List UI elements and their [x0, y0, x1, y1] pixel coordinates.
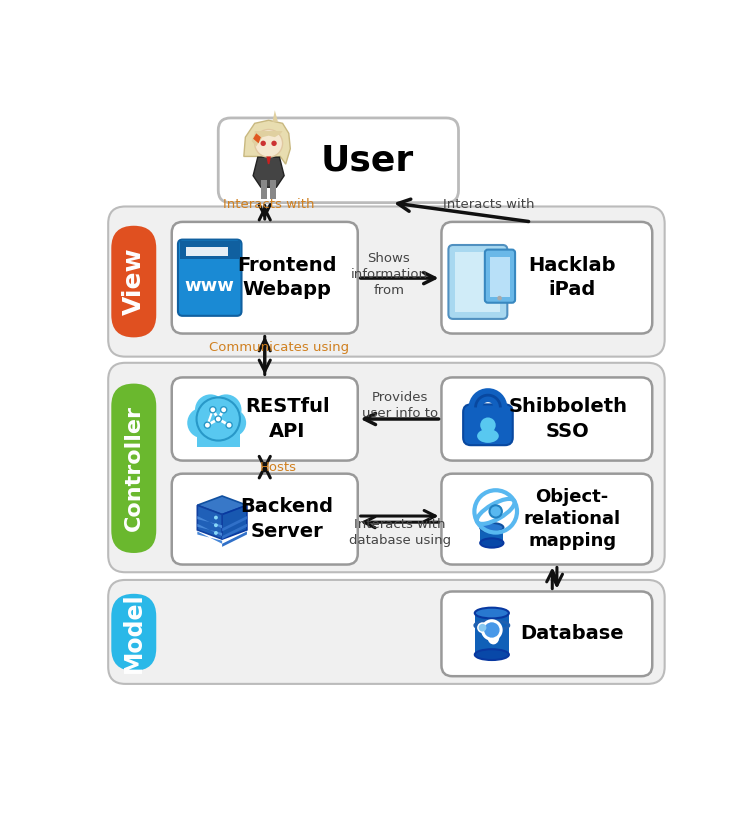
Bar	[185, 246, 228, 255]
Text: Backend
Server: Backend Server	[241, 498, 333, 541]
FancyBboxPatch shape	[172, 222, 357, 334]
Circle shape	[195, 394, 226, 425]
Polygon shape	[198, 531, 222, 543]
Bar	[197, 419, 240, 446]
Bar	[455, 252, 501, 312]
Polygon shape	[198, 496, 247, 515]
Text: Interacts with: Interacts with	[223, 198, 314, 211]
FancyBboxPatch shape	[112, 594, 156, 671]
FancyBboxPatch shape	[172, 378, 357, 460]
FancyBboxPatch shape	[441, 222, 652, 334]
Text: Model: Model	[122, 592, 146, 672]
Circle shape	[214, 523, 218, 527]
Polygon shape	[244, 120, 290, 164]
Circle shape	[221, 406, 227, 413]
FancyBboxPatch shape	[218, 118, 458, 202]
Text: RESTful
API: RESTful API	[245, 397, 329, 441]
Text: Hacklab
iPad: Hacklab iPad	[529, 256, 616, 299]
Text: Object-
relational
mapping: Object- relational mapping	[523, 488, 621, 550]
Text: Database: Database	[520, 624, 624, 643]
Text: User: User	[320, 144, 414, 177]
Bar	[179, 242, 240, 259]
Polygon shape	[198, 516, 222, 528]
FancyBboxPatch shape	[109, 580, 664, 684]
Circle shape	[226, 422, 232, 428]
Circle shape	[481, 619, 503, 641]
FancyBboxPatch shape	[109, 363, 664, 572]
Circle shape	[204, 422, 210, 428]
Circle shape	[218, 409, 246, 437]
Bar	[475, 612, 509, 654]
Circle shape	[215, 416, 222, 422]
Text: Hosts: Hosts	[260, 461, 297, 474]
FancyBboxPatch shape	[441, 378, 652, 460]
Circle shape	[477, 623, 488, 633]
Bar	[261, 180, 267, 199]
Circle shape	[214, 531, 218, 535]
Circle shape	[187, 407, 218, 438]
Polygon shape	[222, 516, 247, 531]
Bar	[480, 528, 504, 543]
FancyBboxPatch shape	[449, 245, 507, 319]
Polygon shape	[222, 524, 247, 539]
Polygon shape	[222, 531, 247, 547]
Polygon shape	[253, 133, 261, 144]
FancyBboxPatch shape	[112, 226, 156, 337]
Text: Shibboleth
SSO: Shibboleth SSO	[508, 397, 627, 441]
Bar	[270, 180, 277, 199]
Polygon shape	[266, 157, 271, 164]
Circle shape	[255, 130, 283, 157]
FancyBboxPatch shape	[441, 473, 652, 565]
FancyBboxPatch shape	[485, 250, 515, 303]
Circle shape	[497, 296, 502, 300]
FancyBboxPatch shape	[178, 240, 241, 316]
Text: Shows
information
from: Shows information from	[351, 252, 428, 297]
Polygon shape	[252, 131, 283, 146]
FancyBboxPatch shape	[112, 384, 156, 553]
FancyBboxPatch shape	[109, 206, 664, 357]
Ellipse shape	[475, 608, 509, 619]
Polygon shape	[198, 505, 222, 539]
Text: www: www	[185, 277, 234, 295]
Circle shape	[484, 623, 500, 637]
Circle shape	[214, 516, 218, 520]
Polygon shape	[222, 505, 247, 539]
Ellipse shape	[475, 650, 509, 660]
Ellipse shape	[480, 523, 504, 532]
Circle shape	[210, 406, 216, 413]
Text: Provides
user info to: Provides user info to	[361, 391, 437, 419]
Polygon shape	[272, 110, 278, 122]
Text: Interacts with
database using: Interacts with database using	[348, 518, 451, 548]
Polygon shape	[253, 157, 284, 187]
Text: View: View	[122, 248, 146, 315]
Circle shape	[210, 394, 241, 425]
Bar	[489, 256, 510, 296]
Text: Communicates using: Communicates using	[209, 341, 349, 354]
Circle shape	[489, 505, 502, 517]
Text: Controller: Controller	[124, 406, 144, 531]
Ellipse shape	[480, 539, 504, 548]
Circle shape	[197, 397, 240, 441]
Circle shape	[480, 418, 495, 432]
FancyBboxPatch shape	[441, 592, 652, 676]
Circle shape	[260, 140, 266, 146]
FancyBboxPatch shape	[463, 405, 513, 446]
Text: Interacts with: Interacts with	[443, 198, 535, 211]
Polygon shape	[198, 524, 222, 536]
Text: Frontend
Webapp: Frontend Webapp	[238, 256, 337, 299]
Circle shape	[479, 623, 486, 632]
Ellipse shape	[477, 429, 499, 443]
Circle shape	[271, 140, 277, 146]
FancyBboxPatch shape	[172, 473, 357, 565]
